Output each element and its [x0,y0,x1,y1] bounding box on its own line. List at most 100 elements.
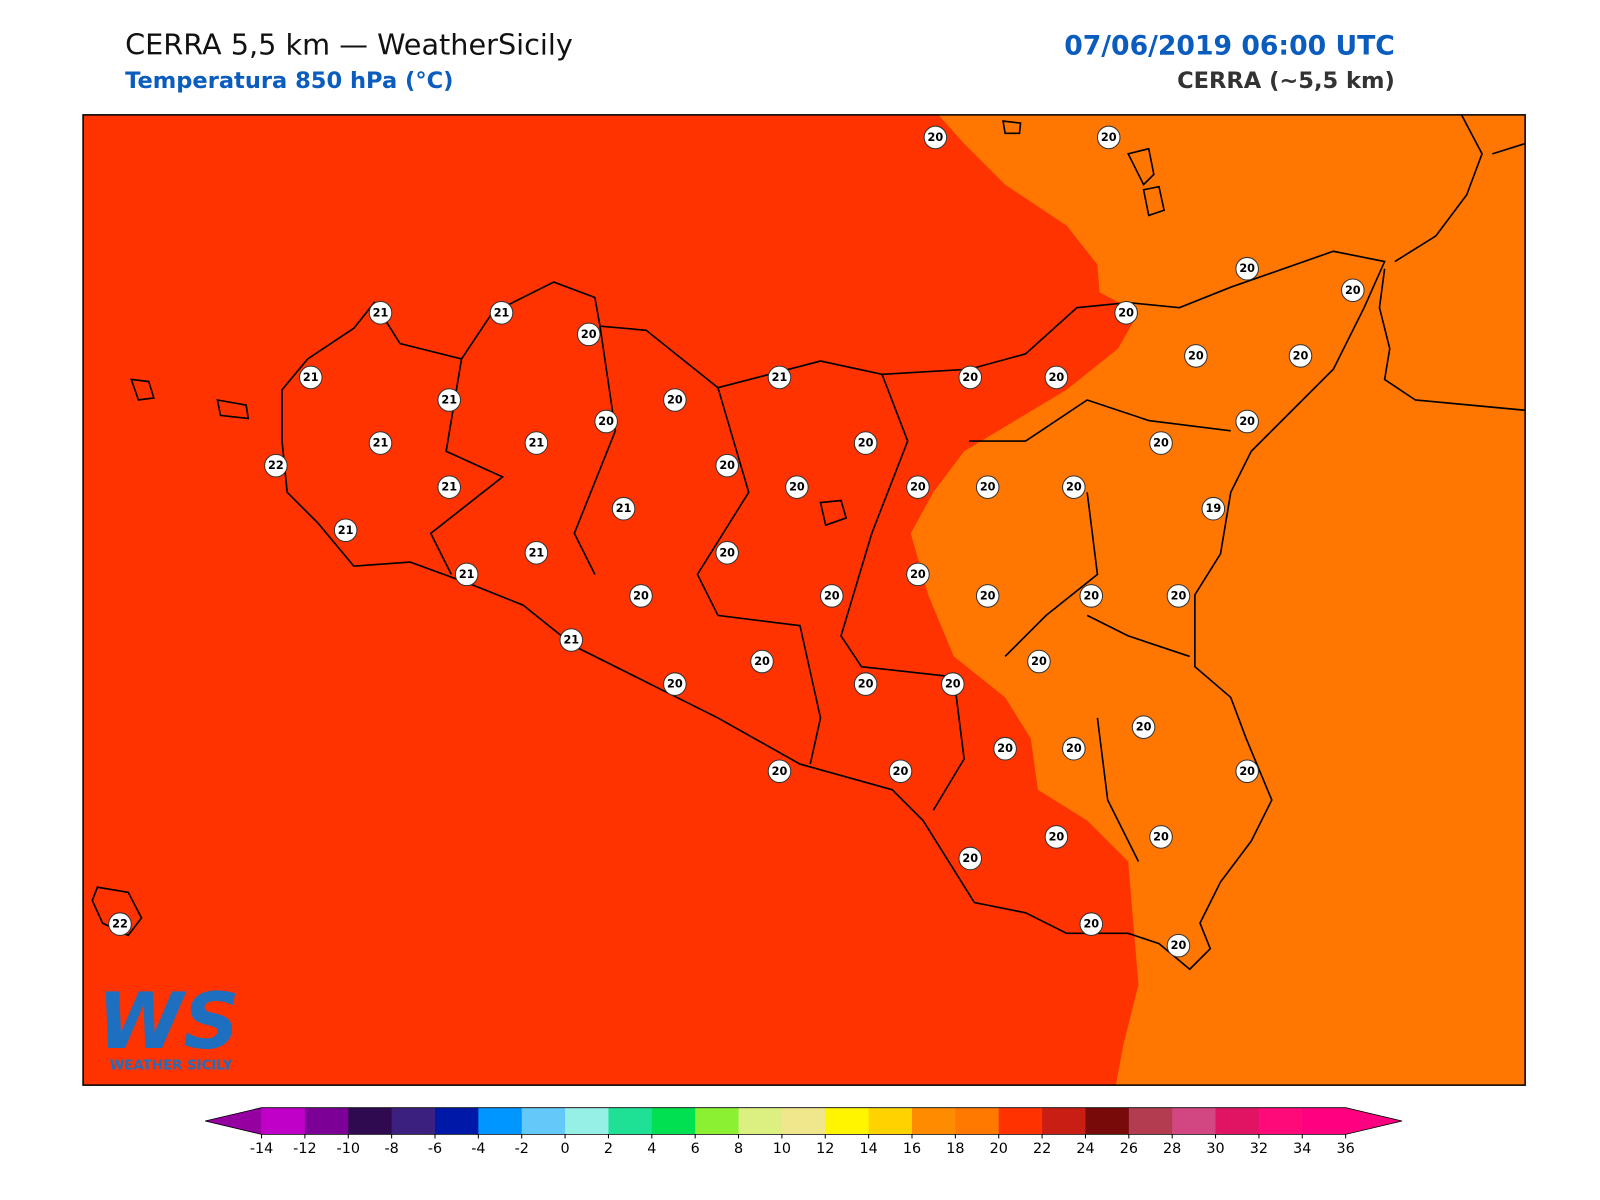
colorbar-tick-label: 8 [734,1141,743,1157]
station: 20 [750,649,774,674]
station-value: 20 [581,328,597,341]
station-marker [767,759,792,784]
colorbar: -14 -12 -10 -8 -6 -4 -2 0 2 4 6 8 10 12 14 16 18 20 22 24 26… [205,1107,1403,1157]
station-value: 21 [494,306,510,319]
station: 20 [1114,301,1138,325]
colorbar-tick-label: 36 [1337,1141,1355,1157]
borders [429,326,1231,862]
colorbar-segment [781,1107,826,1135]
station-value: 20 [1293,349,1309,362]
colorbar-segment [998,1107,1043,1135]
station-value: 20 [1239,262,1255,275]
station: 21 [437,475,462,499]
calabria [1378,114,1526,412]
colorbar-segment [348,1107,393,1135]
station-marker [975,584,1000,608]
station-marker [1166,584,1191,608]
station-marker [489,301,514,325]
colorbar-segment [1085,1107,1130,1135]
station-value: 20 [1066,481,1082,494]
station-value: 20 [633,589,649,602]
colorbar-tick-label: -2 [515,1141,529,1157]
station-marker [368,431,393,455]
colorbar-tick-label: 34 [1293,1141,1311,1157]
field-mild [910,114,1526,1086]
station-marker [1288,344,1313,368]
station: 20 [906,562,930,587]
station: 21 [524,431,549,455]
station-value: 20 [754,655,770,668]
islands [91,120,1166,937]
station-marker [333,518,358,543]
station-value: 20 [1153,437,1169,450]
station-marker [524,431,549,455]
station: 21 [298,365,323,390]
colorbar-segment [1128,1107,1173,1135]
station: 20 [941,672,965,696]
title: CERRA 5,5 km — WeatherSicily [125,27,573,61]
station-value: 20 [1049,830,1065,843]
station-value: 20 [980,589,996,602]
station: 20 [853,431,878,455]
colorbar-segment [1172,1107,1217,1135]
station-value: 21 [441,394,457,407]
station: 21 [333,518,358,543]
station-value: 21 [303,371,319,384]
station-value: 20 [858,437,874,450]
station-marker [559,628,584,652]
colorbar-tick-label: -4 [471,1141,485,1157]
station-value: 21 [373,437,389,450]
station: 20 [853,672,878,696]
station-value: 20 [980,481,996,494]
station-marker [663,388,687,412]
station-value: 20 [858,678,874,691]
station-marker [993,736,1017,761]
station: 20 [1131,715,1156,739]
station-marker [1131,715,1156,739]
station-value: 20 [893,765,909,778]
station: 20 [958,365,983,390]
station-marker [454,562,479,587]
colorbar-tick-label: 28 [1163,1141,1181,1157]
colorbar-segment [304,1107,349,1135]
colorbar-tick-label: -8 [384,1141,398,1157]
station-value: 22 [112,918,128,931]
colorbar-tick-label: 16 [903,1141,921,1157]
colorbar-tick-label: 20 [990,1141,1008,1157]
station: 20 [923,125,948,150]
station: 20 [715,541,739,565]
station: 20 [1062,736,1086,761]
station-value: 20 [1049,371,1065,384]
colorbar-tick-label: 10 [773,1141,791,1157]
station: 20 [1184,344,1208,368]
station: 21 [454,562,479,587]
station-marker [958,365,983,390]
station-marker [1027,649,1051,674]
colorbar-segment [1302,1107,1347,1135]
station: 21 [489,301,514,325]
station-marker [853,431,878,455]
colorbar-segment [478,1107,523,1135]
station: 21 [368,301,393,325]
station-value: 20 [1136,721,1152,734]
station-marker [1149,825,1173,849]
station: 20 [1235,409,1259,434]
station: 20 [1149,431,1173,455]
station: 20 [1062,475,1086,499]
station-marker [958,846,983,871]
station-marker [576,322,601,347]
station-value: 20 [1083,589,1099,602]
station-marker [1235,256,1259,281]
station-value: 21 [563,634,579,647]
colorbar-tick-label: -6 [428,1141,442,1157]
station-marker [715,453,739,478]
station: 20 [975,584,1000,608]
station-value: 20 [1171,589,1187,602]
station-marker [975,475,1000,499]
colorbar-over [1345,1107,1403,1135]
station-value: 20 [928,131,944,144]
station: 20 [1235,759,1259,784]
colorbar-segment [695,1107,740,1135]
station-marker [941,672,965,696]
station-value: 20 [910,481,926,494]
